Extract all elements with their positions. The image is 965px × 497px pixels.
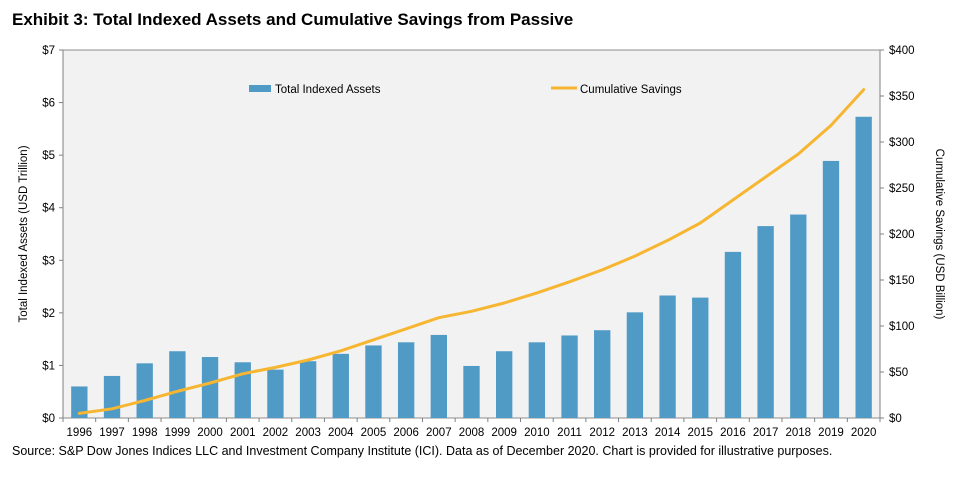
- bar-2014: [659, 295, 676, 418]
- x-tick-label: 2002: [263, 427, 289, 439]
- bar-1998: [136, 363, 153, 418]
- bar-2017: [757, 226, 774, 418]
- y-axis-right-label: Cumulative Savings (USD Billion): [933, 149, 945, 320]
- x-tick-label: 2003: [295, 427, 321, 439]
- right-tick-label: $350: [889, 91, 915, 103]
- right-tick-label: $300: [889, 137, 915, 149]
- chart-title: Exhibit 3: Total Indexed Assets and Cumu…: [12, 10, 574, 29]
- x-tick-label: 2016: [720, 427, 746, 439]
- right-tick-label: $100: [889, 321, 915, 333]
- x-tick-label: 1997: [99, 427, 125, 439]
- bar-2003: [299, 361, 317, 418]
- left-tick-label: $4: [42, 203, 55, 215]
- y-axis-left-label: Total Indexed Assets (USD Trillion): [18, 145, 30, 322]
- left-tick-label: $1: [42, 360, 55, 372]
- bar-2008: [463, 365, 480, 418]
- x-tick-label: 2001: [230, 427, 256, 439]
- x-tick-label: 2017: [753, 427, 779, 439]
- bar-2013: [626, 312, 644, 418]
- left-tick-label: $5: [42, 150, 55, 162]
- x-tick-label: 2006: [393, 427, 419, 439]
- right-tick-label: $150: [889, 275, 915, 287]
- bar-2011: [561, 335, 578, 418]
- bar-1997: [103, 375, 121, 418]
- right-tick-label: $50: [889, 367, 908, 379]
- x-tick-label: 2014: [655, 427, 681, 439]
- right-tick-label: $250: [889, 183, 915, 195]
- legend-bar-label: Total Indexed Assets: [275, 84, 381, 96]
- x-tick-label: 2004: [328, 427, 354, 439]
- x-axis: 1996 1997 1998 1999 2000 2001 2002 2003 2004 2005…: [62, 418, 881, 439]
- x-tick-label: 2007: [426, 427, 452, 439]
- x-tick-label: 2018: [786, 427, 812, 439]
- x-tick-label: 2010: [524, 427, 550, 439]
- bar-2016: [724, 251, 742, 418]
- bar-2002: [267, 369, 284, 418]
- bar-1996: [71, 386, 88, 418]
- x-tick-label: 2020: [851, 427, 877, 439]
- bar-2004: [332, 353, 349, 418]
- x-tick-label: 1996: [67, 427, 93, 439]
- x-tick-label: 1999: [165, 427, 191, 439]
- bar-2000: [201, 357, 219, 418]
- bar-2006: [397, 342, 415, 418]
- left-tick-label: $0: [42, 413, 55, 425]
- left-axis: $0 $1 $2 $3 $4 $5 $6 $7: [42, 45, 64, 425]
- bar-2020: [855, 116, 872, 418]
- legend-bar-swatch: [249, 85, 271, 92]
- bar-series: [71, 116, 872, 418]
- x-tick-label: 2012: [589, 427, 615, 439]
- x-tick-label: 2005: [361, 427, 387, 439]
- bar-2012: [594, 330, 611, 418]
- left-tick-label: $3: [42, 255, 55, 267]
- x-tick-label: 2015: [687, 427, 713, 439]
- bar-2005: [365, 345, 382, 418]
- right-tick-label: $0: [889, 413, 902, 425]
- bar-2010: [528, 342, 546, 418]
- bar-2015: [692, 297, 709, 418]
- bar-2018: [790, 214, 807, 418]
- source-note: Source: S&P Dow Jones Indices LLC and In…: [12, 444, 833, 458]
- cumulative-savings-line: [77, 88, 866, 415]
- legend: Total Indexed Assets Cumulative Savings: [249, 84, 682, 96]
- legend-line-label: Cumulative Savings: [580, 84, 682, 96]
- left-tick-label: $6: [42, 98, 55, 110]
- right-tick-label: $200: [889, 229, 915, 241]
- bar-2019: [822, 160, 840, 418]
- x-tick-label: 1998: [132, 427, 158, 439]
- x-tick-label: 2000: [197, 427, 223, 439]
- left-tick-label: $7: [42, 45, 55, 57]
- x-tick-label: 2011: [557, 427, 582, 439]
- x-tick-label: 2013: [622, 427, 648, 439]
- right-axis: $0 $50 $100 $150 $200 $250 $300 $350 $400: [879, 45, 915, 425]
- bar-2007: [430, 334, 447, 418]
- right-tick-label: $400: [889, 45, 915, 57]
- x-tick-label: 2019: [818, 427, 844, 439]
- x-tick-label: 2009: [491, 427, 517, 439]
- left-tick-label: $2: [42, 308, 55, 320]
- line-series: [77, 88, 866, 415]
- bar-2009: [496, 351, 513, 418]
- bar-1999: [169, 351, 186, 418]
- x-tick-label: 2008: [459, 427, 485, 439]
- bar-2001: [234, 362, 251, 418]
